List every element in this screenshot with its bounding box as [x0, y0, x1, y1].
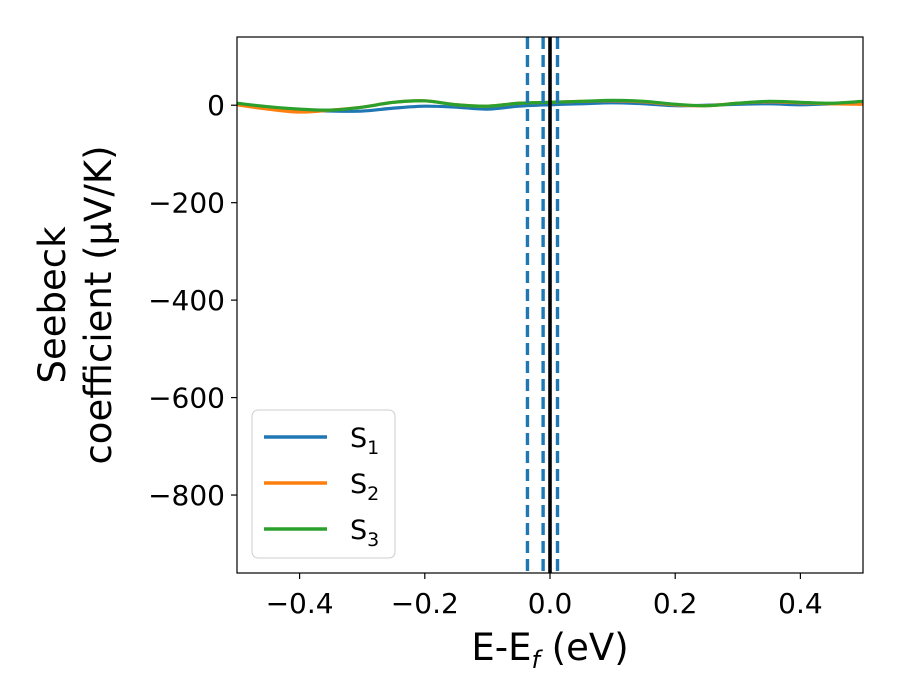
y-tick-label: −600	[148, 382, 225, 415]
y-tick-label: −400	[148, 284, 225, 317]
tick-group: −0.4 −0.2 0.0 0.2 0.4 0 −200 −400 −600 −800	[148, 89, 823, 620]
y-tick-label: −200	[148, 187, 225, 220]
y-tick-label: 0	[207, 89, 225, 122]
plot-clip-group	[237, 37, 863, 573]
y-tick-label: −800	[148, 479, 225, 512]
legend: S1 S2 S3	[251, 409, 396, 559]
plot-area	[237, 37, 863, 573]
x-axis-label: E-Ef (eV)	[471, 626, 628, 674]
x-tick-label: 0.2	[653, 587, 698, 620]
y-axis-label-line2: coefficient (μV/K)	[77, 145, 120, 464]
y-axis-label: Seebeck coefficient (μV/K)	[31, 145, 120, 464]
x-tick-label: −0.4	[266, 587, 334, 620]
legend-label-s2: S2	[350, 469, 379, 505]
x-tick-label: 0.0	[528, 587, 573, 620]
y-axis-label-line1: Seebeck	[31, 226, 74, 384]
legend-label-s3: S3	[350, 515, 379, 551]
x-tick-label: 0.4	[778, 587, 823, 620]
legend-label-s1: S1	[350, 423, 379, 459]
x-tick-label: −0.2	[391, 587, 459, 620]
